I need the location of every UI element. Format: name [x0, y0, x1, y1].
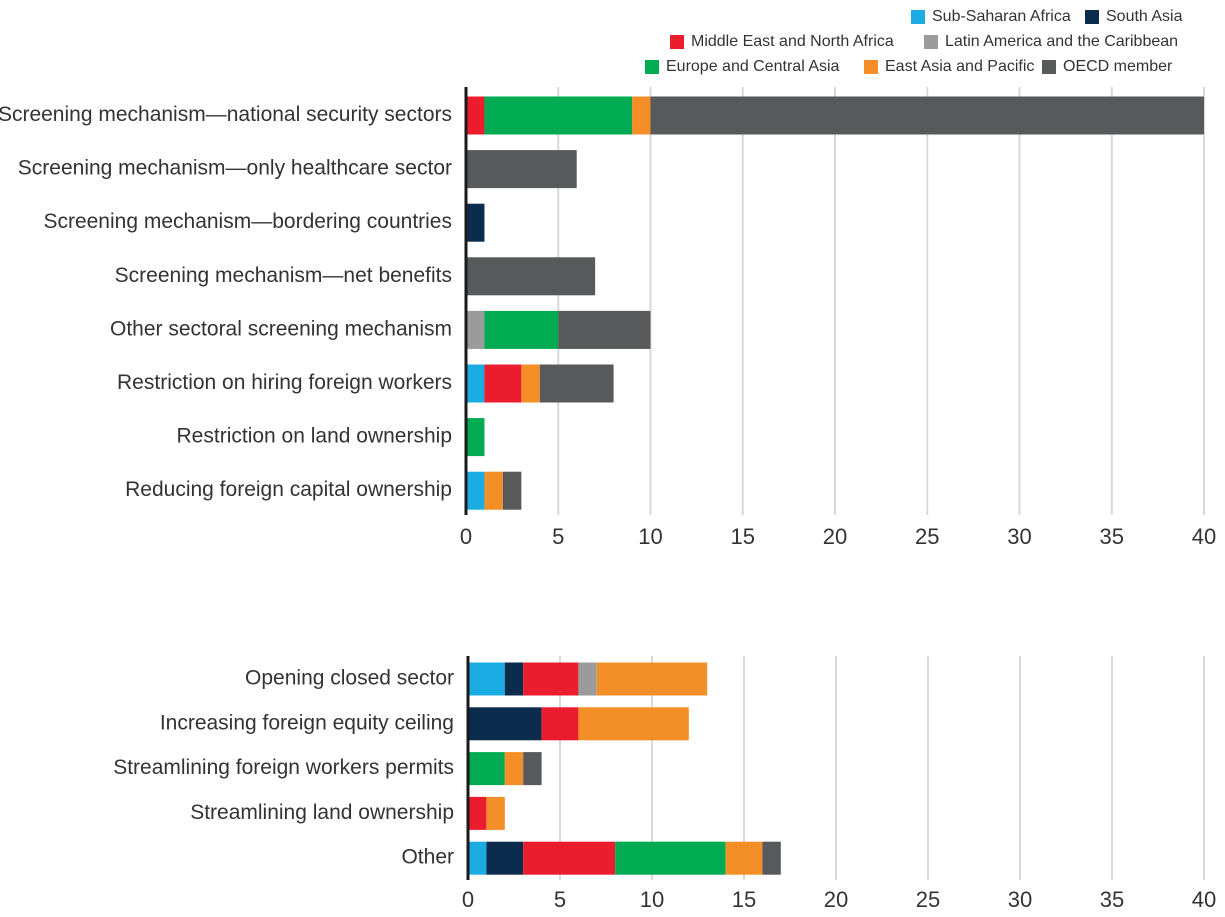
category-label: Screening mechanism—net benefits	[115, 264, 452, 287]
legend-swatch-sub-saharan-africa	[911, 10, 925, 24]
category-label: Restriction on hiring foreign workers	[117, 371, 452, 394]
x-tick-label: 30	[1007, 524, 1031, 549]
bar-segment-middle-east-and-north-africa	[468, 796, 487, 830]
x-tick-label: 5	[554, 887, 566, 912]
category-label: Increasing foreign equity ceiling	[160, 711, 454, 734]
x-tick-label: 10	[640, 887, 664, 912]
bar-segment-oecd-member	[502, 471, 522, 510]
bar-segment-east-asia-and-pacific	[578, 707, 689, 741]
x-tick-label: 25	[915, 524, 939, 549]
bar-segment-latin-america-and-the-caribbean	[466, 310, 485, 349]
legend-swatch-south-asia	[1085, 10, 1099, 24]
x-tick-label: 40	[1192, 887, 1216, 912]
bar-segment-europe-and-central-asia	[466, 418, 485, 457]
legend: Sub-Saharan Africa South Asia Middle East …	[645, 8, 1183, 75]
category-label: Restriction on land ownership	[177, 425, 452, 448]
x-tick-label: 5	[552, 524, 564, 549]
bar-segment-east-asia-and-pacific	[484, 471, 503, 510]
bar-segment-east-asia-and-pacific	[596, 662, 708, 696]
bar-segment-sub-saharan-africa	[466, 364, 485, 403]
bar-segment-oecd-member	[466, 257, 596, 296]
legend-label-latin-america-and-the-caribbean: Latin America and the Caribbean	[945, 33, 1178, 50]
bar-segment-sub-saharan-africa	[468, 841, 487, 875]
chart-panel-bottom: Opening closed sector Increasing foreign …	[113, 656, 1216, 912]
bar-segment-sub-saharan-africa	[466, 471, 485, 510]
bar-segment-middle-east-and-north-africa	[484, 364, 522, 403]
legend-swatch-europe-and-central-asia	[645, 60, 659, 74]
bar-segment-middle-east-and-north-africa	[523, 662, 579, 696]
bar-segment-middle-east-and-north-africa	[541, 707, 579, 741]
bar-segment-east-asia-and-pacific	[504, 752, 524, 786]
x-tick-label: 35	[1100, 887, 1124, 912]
bar-segment-east-asia-and-pacific	[521, 364, 540, 403]
bar-segment-latin-america-and-the-caribbean	[578, 662, 597, 696]
bar-segment-south-asia	[504, 662, 524, 696]
x-tick-label: 0	[460, 524, 472, 549]
bar-segment-oecd-member	[466, 150, 577, 189]
bar-segment-oecd-member	[762, 841, 781, 875]
legend-label-sub-saharan-africa: Sub-Saharan Africa	[932, 8, 1071, 25]
x-tick-label: 15	[732, 887, 756, 912]
x-tick-label: 20	[824, 887, 848, 912]
bar-segment-europe-and-central-asia	[615, 841, 726, 875]
bar-segment-oecd-member	[650, 96, 1204, 135]
legend-swatch-middle-east-and-north-africa	[670, 35, 684, 49]
legend-label-oecd-member: OECD member	[1063, 58, 1173, 75]
legend-swatch-latin-america-and-the-caribbean	[924, 35, 938, 49]
category-label: Streamlining foreign workers permits	[113, 756, 454, 779]
x-tick-label: 20	[823, 524, 847, 549]
bar-segment-middle-east-and-north-africa	[466, 96, 485, 135]
bar-segment-south-asia	[466, 203, 485, 242]
x-tick-label: 0	[462, 887, 474, 912]
legend-label-europe-and-central-asia: Europe and Central Asia	[666, 58, 840, 75]
bar-segment-south-asia	[486, 841, 524, 875]
x-tick-label: 15	[731, 524, 755, 549]
legend-swatch-east-asia-and-pacific	[864, 60, 878, 74]
x-tick-label: 10	[638, 524, 662, 549]
bar-segment-east-asia-and-pacific	[725, 841, 763, 875]
category-label: Streamlining land ownership	[190, 801, 454, 824]
bar-segment-europe-and-central-asia	[484, 310, 559, 349]
legend-swatch-oecd-member	[1042, 60, 1056, 74]
category-label: Screening mechanism—bordering countries	[43, 210, 452, 233]
bar-segment-east-asia-and-pacific	[486, 796, 505, 830]
legend-label-east-asia-and-pacific: East Asia and Pacific	[885, 58, 1034, 75]
bar-segment-oecd-member	[523, 752, 542, 786]
bar-segment-oecd-member	[539, 364, 614, 403]
category-label: Other sectoral screening mechanism	[110, 317, 452, 340]
bar-segment-middle-east-and-north-africa	[523, 841, 616, 875]
chart-panel-top: Screening mechanism—national security se…	[0, 87, 1216, 549]
bar-segment-europe-and-central-asia	[484, 96, 633, 135]
x-tick-label: 40	[1192, 524, 1216, 549]
x-tick-label: 25	[916, 887, 940, 912]
category-label: Opening closed sector	[245, 667, 454, 690]
category-label: Screening mechanism—only healthcare sect…	[18, 157, 452, 180]
bar-segment-sub-saharan-africa	[468, 662, 505, 696]
category-label: Other	[401, 846, 454, 869]
legend-label-south-asia: South Asia	[1106, 8, 1183, 25]
bar-segment-south-asia	[468, 707, 542, 741]
bar-segment-europe-and-central-asia	[468, 752, 505, 786]
legend-label-middle-east-and-north-africa: Middle East and North Africa	[691, 33, 894, 50]
category-label: Reducing foreign capital ownership	[125, 478, 452, 501]
x-tick-label: 35	[1100, 524, 1124, 549]
category-label: Screening mechanism—national security se…	[0, 103, 452, 126]
bar-segment-oecd-member	[558, 310, 651, 349]
bar-segment-east-asia-and-pacific	[632, 96, 651, 135]
x-tick-label: 30	[1008, 887, 1032, 912]
